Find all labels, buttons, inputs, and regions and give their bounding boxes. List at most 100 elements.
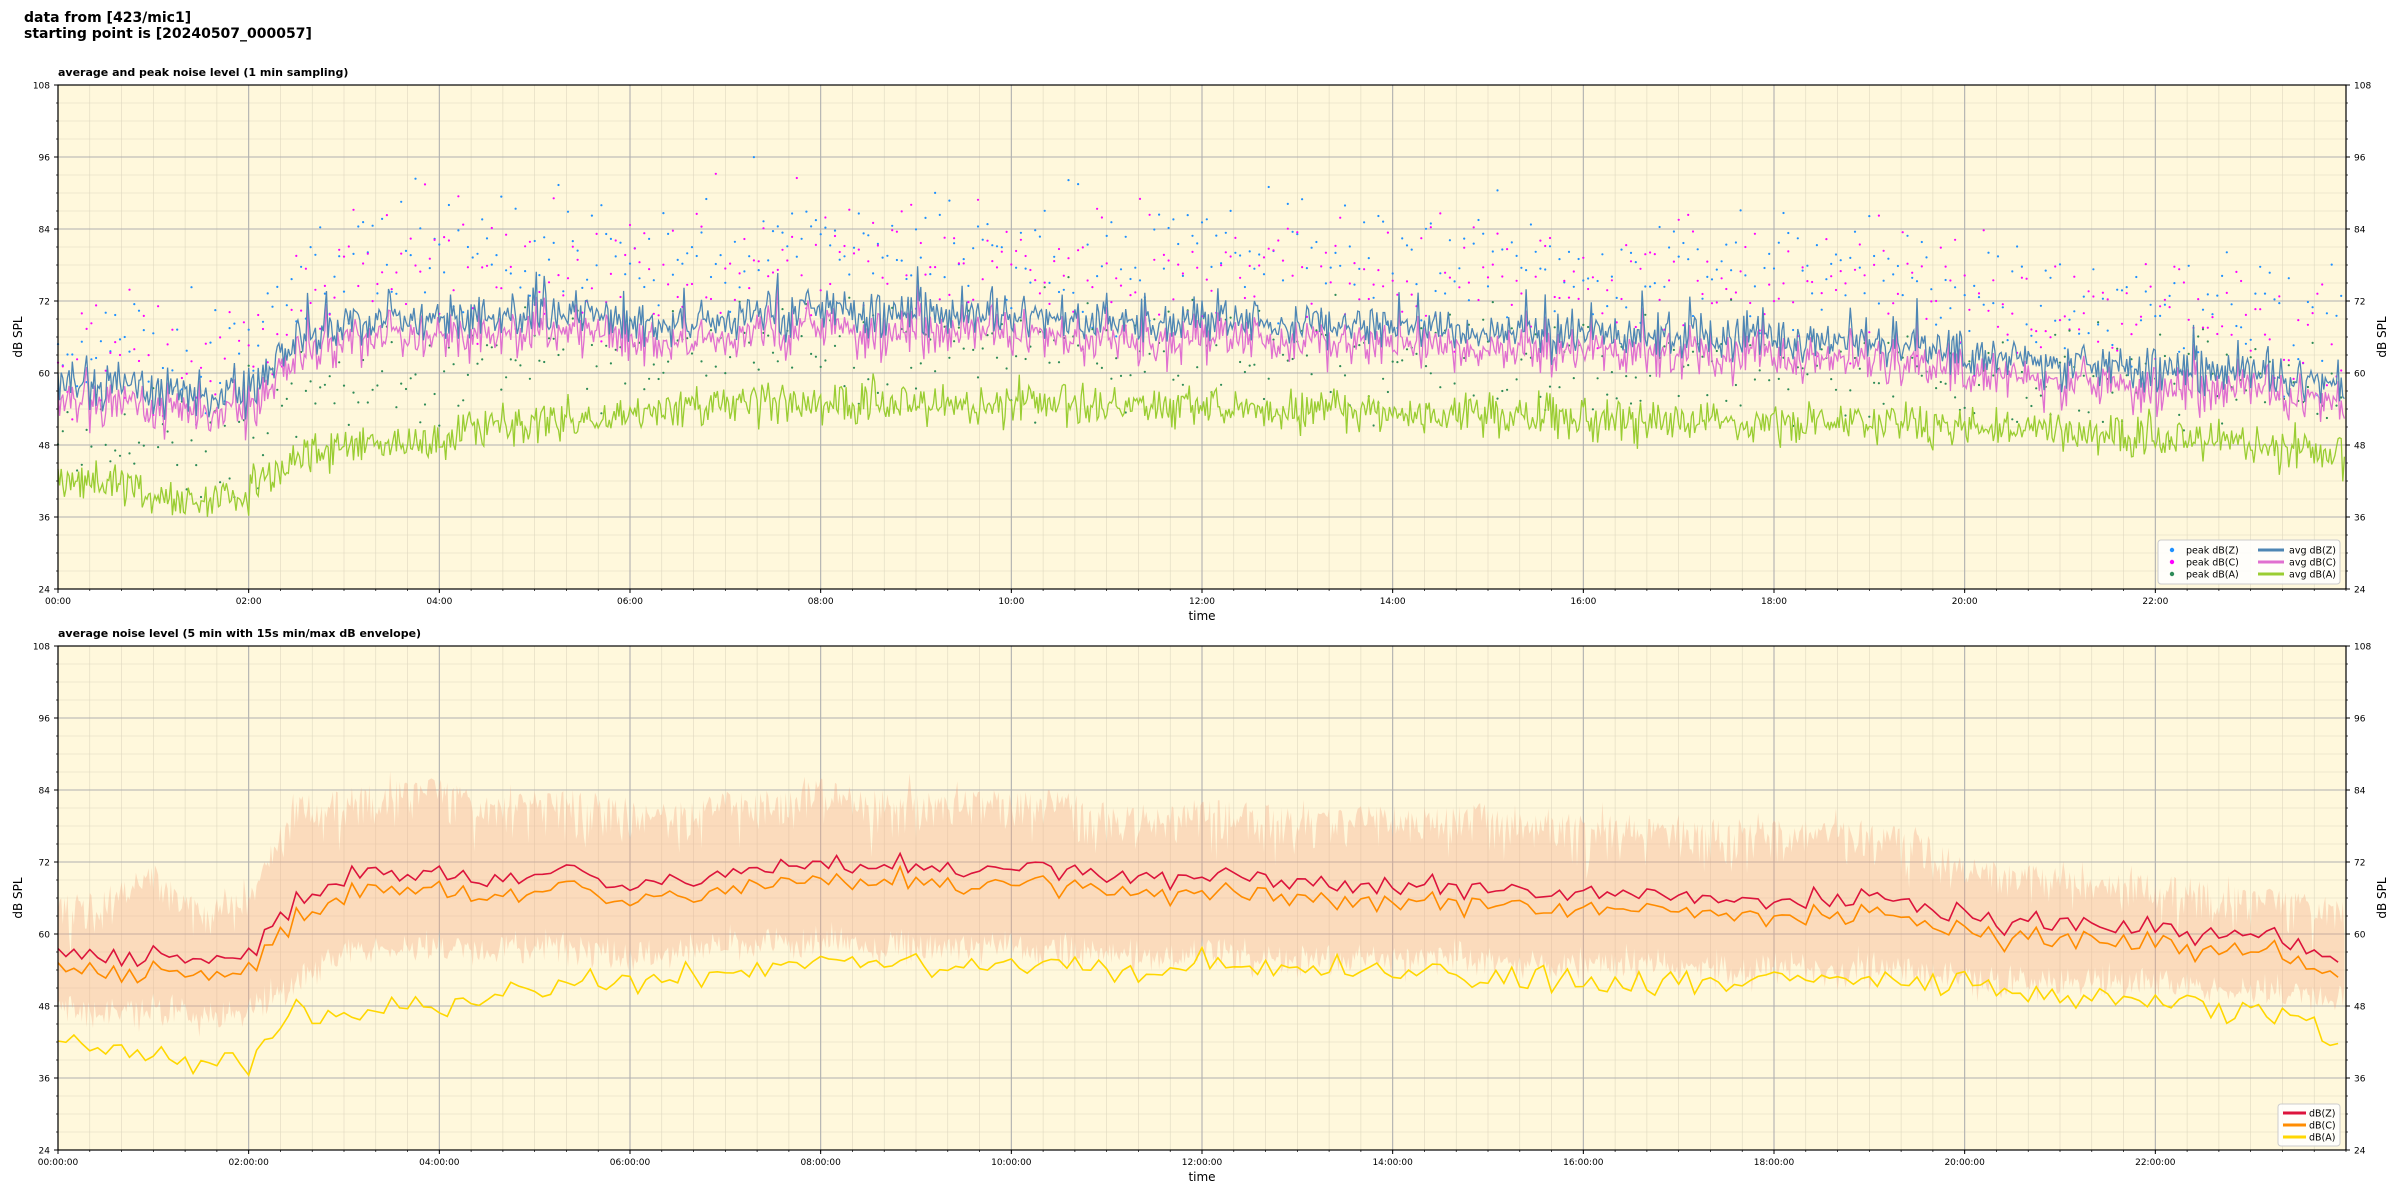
peak-dbc-point	[2073, 275, 2076, 278]
x-tick-label: 20:00:00	[1944, 1158, 1985, 1168]
peak-dba-point	[538, 359, 541, 362]
peak-dbc-point	[848, 208, 851, 211]
peak-dbz-point	[2225, 251, 2228, 254]
x-tick-label: 00:00:00	[38, 1158, 79, 1168]
peak-dbc-point	[1863, 274, 1866, 277]
peak-dbc-point	[2321, 283, 2324, 286]
peak-dbc-point	[80, 312, 83, 315]
peak-dbz-point	[99, 340, 102, 343]
peak-dbc-point	[1601, 312, 1604, 315]
peak-dbz-point	[1682, 241, 1685, 245]
peak-dba-point	[1582, 323, 1585, 326]
peak-dbc-point	[2039, 346, 2042, 349]
peak-dba-point	[395, 406, 398, 409]
peak-dba-point	[714, 365, 717, 368]
peak-dba-point	[1677, 394, 1680, 398]
peak-dbc-point	[157, 305, 160, 308]
x-tick-label: 04:00:00	[419, 1158, 460, 1168]
peak-dbz-point	[552, 241, 555, 244]
peak-dba-point	[1391, 360, 1394, 363]
peak-dbz-point	[1472, 242, 1475, 245]
peak-dbz-point	[2144, 290, 2147, 293]
peak-dbz-point	[276, 285, 279, 288]
peak-dbc-point	[199, 366, 203, 369]
peak-dbc-point	[1372, 283, 1375, 286]
peak-dbz-point	[1491, 250, 1494, 253]
peak-dbz-point	[1653, 282, 1656, 285]
peak-dbc-point	[1591, 276, 1594, 279]
peak-dbc-point	[376, 282, 379, 286]
peak-dba-point	[2111, 391, 2114, 394]
peak-dbc-point	[1744, 245, 1747, 249]
peak-dba-point	[2001, 341, 2004, 344]
x-axis-label: time	[1188, 1170, 1215, 1184]
peak-dbc-point	[714, 172, 717, 175]
peak-dbc-point	[705, 296, 708, 299]
peak-dbc-point	[2311, 312, 2314, 315]
peak-dbz-point	[1672, 230, 1675, 233]
starting-point-label: starting point is [20240507_000057]	[24, 26, 312, 42]
peak-dbc-point	[776, 268, 779, 271]
peak-dbc-point	[1396, 293, 1399, 296]
peak-dbc-point	[1753, 232, 1756, 235]
peak-dbz-point	[1920, 240, 1923, 244]
peak-dbc-point	[662, 263, 665, 266]
peak-dbc-point	[1520, 292, 1523, 295]
peak-dbc-point	[309, 301, 312, 305]
peak-dba-point	[1153, 318, 1156, 321]
peak-dbc-point	[1105, 262, 1108, 265]
peak-dbz-point	[1925, 256, 1928, 259]
peak-dbc-point	[628, 223, 632, 227]
peak-dbc-point	[1138, 197, 1142, 200]
peak-dbc-point	[643, 232, 646, 235]
peak-dbc-point	[1939, 246, 1942, 249]
peak-dbc-point	[447, 239, 450, 242]
peak-dbz-point	[1625, 306, 1628, 309]
peak-dba-point	[1305, 354, 1308, 357]
peak-dbz-point	[1315, 240, 1318, 244]
peak-dbc-point	[1963, 274, 1966, 277]
peak-dba-point	[462, 399, 465, 402]
peak-dbc-point	[1134, 291, 1137, 294]
peak-dba-point	[595, 365, 598, 368]
peak-dbc-point	[981, 278, 984, 281]
peak-dbc-point	[1610, 279, 1613, 282]
peak-dbc-point	[2125, 292, 2128, 295]
peak-dbz-point	[919, 256, 922, 259]
peak-dbc-point	[886, 282, 889, 285]
peak-dbc-point	[1272, 249, 1275, 252]
peak-dbz-point	[1415, 283, 1418, 286]
peak-dba-point	[962, 347, 965, 350]
peak-dbz-point	[1358, 267, 1361, 270]
peak-dbz-point	[233, 322, 236, 325]
peak-dba-point	[1281, 353, 1285, 356]
peak-dbc-point	[328, 313, 331, 316]
peak-dbc-point	[1429, 226, 1432, 229]
peak-dbc-point	[2240, 279, 2243, 283]
peak-dba-point	[2201, 328, 2205, 331]
y-tick-label-left: 36	[39, 514, 51, 524]
peak-dbz-point	[1429, 222, 1432, 225]
peak-dbc-point	[757, 260, 760, 263]
peak-dbz-point	[1701, 297, 1704, 300]
peak-dba-point	[1448, 313, 1451, 316]
peak-dbc-point	[1896, 292, 1899, 295]
x-axis-label: time	[1188, 609, 1215, 623]
peak-dba-point	[1057, 361, 1061, 364]
peak-dbc-point	[319, 327, 322, 330]
peak-dbz-point	[1644, 285, 1647, 288]
peak-dbz-point	[543, 236, 546, 239]
peak-dbc-point	[85, 327, 88, 330]
peak-dbz-point	[2030, 334, 2033, 337]
peak-dba-point	[1372, 424, 1375, 427]
peak-dba-point	[1129, 374, 1132, 377]
legend-label: dB(A)	[2309, 1133, 2335, 1144]
peak-dbc-point	[485, 264, 489, 267]
peak-dbc-point	[576, 258, 579, 261]
peak-dbz-point	[2139, 319, 2143, 322]
peak-dbz-point	[352, 252, 355, 255]
peak-dba-point	[976, 376, 980, 379]
peak-dba-point	[1944, 382, 1947, 385]
peak-dba-point	[1649, 374, 1652, 377]
peak-dba-point	[1272, 338, 1275, 341]
